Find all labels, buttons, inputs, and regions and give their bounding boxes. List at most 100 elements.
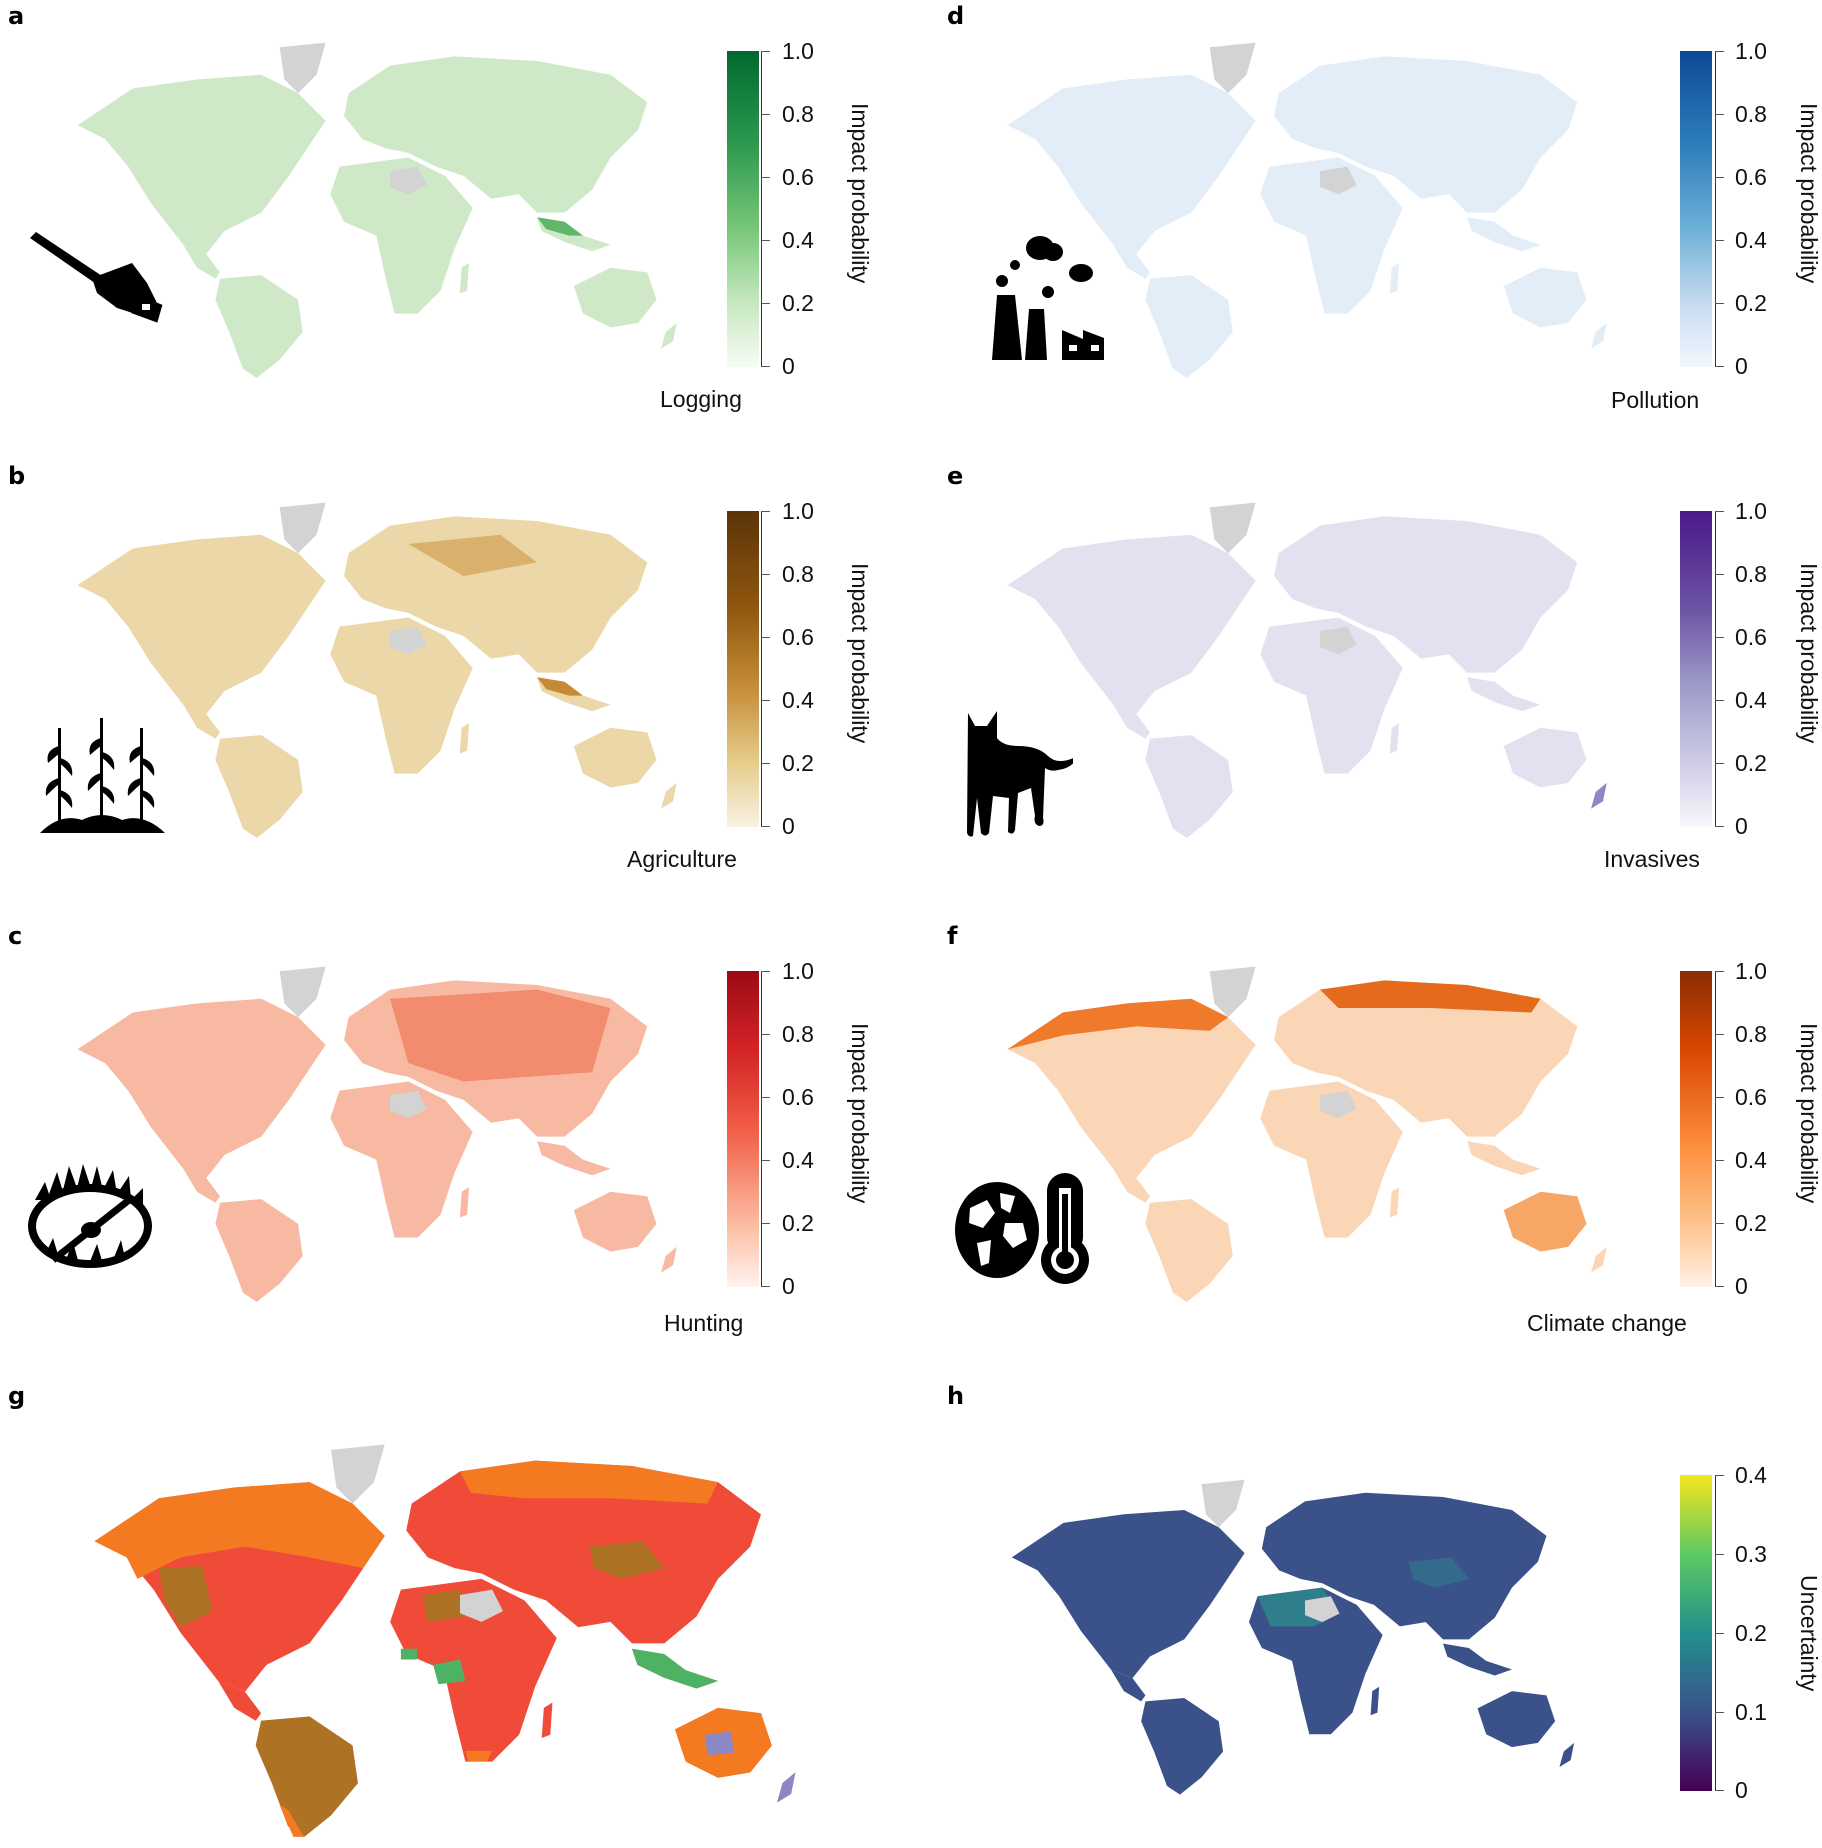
- world-map-agriculture: [20, 498, 760, 838]
- tick-label: 0.4: [782, 227, 814, 253]
- panel-f-climate-change: f 1.0 0.8 0.6 0.4 0.2 0 Impact probabili…: [945, 920, 1822, 1340]
- tick: [1715, 763, 1724, 764]
- panel-letter: g: [8, 1382, 26, 1410]
- tick-label: 0.6: [1735, 624, 1767, 650]
- tick-label: 0.8: [782, 1021, 814, 1047]
- tick: [761, 114, 770, 115]
- tick-label: 1.0: [782, 958, 814, 984]
- colorbar-hunting: [727, 971, 759, 1287]
- tick-label: 0.2: [782, 750, 814, 776]
- tick: [1715, 637, 1724, 638]
- tick: [761, 51, 770, 52]
- tick: [761, 1097, 770, 1098]
- world-map-hunting: [20, 962, 760, 1302]
- colorbar-logging: [727, 51, 759, 367]
- tick: [1715, 1633, 1724, 1634]
- tick-label: 0.2: [1735, 750, 1767, 776]
- threat-label: Climate change: [1527, 1310, 1687, 1336]
- tick-label: 0.6: [782, 164, 814, 190]
- chainsaw-icon: [30, 232, 163, 323]
- tick: [1715, 1097, 1724, 1098]
- colorbar-invasives: [1680, 511, 1712, 827]
- colorbar-axis: [761, 971, 762, 1287]
- tick-label: 1.0: [1735, 958, 1767, 984]
- panel-letter: b: [8, 462, 26, 490]
- panel-g-dominant-threat: g: [0, 1380, 900, 1848]
- colorbar-agriculture: [727, 511, 759, 827]
- tick: [761, 177, 770, 178]
- tick: [1715, 1223, 1724, 1224]
- tick: [761, 303, 770, 304]
- colorbar-uncertainty: [1680, 1475, 1712, 1791]
- tick-label: 0.1: [1735, 1699, 1767, 1725]
- tick-label: 0: [782, 353, 795, 379]
- colorbar-title: Impact probability: [847, 103, 873, 284]
- tick-label: 0.2: [782, 290, 814, 316]
- colorbar-climate-change: [1680, 971, 1712, 1287]
- tick-label: 0.6: [1735, 164, 1767, 190]
- colorbar-axis: [761, 51, 762, 367]
- tick: [761, 366, 770, 367]
- corn-icon: [40, 718, 165, 833]
- tick: [1715, 114, 1724, 115]
- tick: [1715, 366, 1724, 367]
- tick: [1715, 1712, 1724, 1713]
- tick: [761, 826, 770, 827]
- panel-a-logging: a 1.0 0.8 0.6 0.4 0.2 0 Impact probabili…: [0, 0, 900, 420]
- tick-label: 0: [782, 1273, 795, 1299]
- tick: [1715, 1790, 1724, 1791]
- colorbar-title: Impact probability: [847, 1023, 873, 1204]
- globe-thermometer-icon: [955, 1173, 1089, 1284]
- tick-label: 0.2: [1735, 1210, 1767, 1236]
- colorbar-title: Impact probability: [1796, 563, 1822, 744]
- tick: [1715, 1034, 1724, 1035]
- tick-label: 1.0: [1735, 498, 1767, 524]
- tick: [761, 1160, 770, 1161]
- tick: [761, 637, 770, 638]
- tick-label: 0.4: [1735, 1462, 1767, 1488]
- threat-label: Invasives: [1604, 846, 1700, 872]
- world-map-dominant-threat: [94, 1438, 796, 1837]
- tick-label: 0.4: [782, 687, 814, 713]
- tick: [1715, 177, 1724, 178]
- factory-icon: [992, 236, 1104, 360]
- tick: [761, 971, 770, 972]
- tick-label: 1.0: [1735, 38, 1767, 64]
- colorbar-axis: [1715, 971, 1716, 1287]
- threat-label: Logging: [660, 386, 742, 412]
- panel-e-invasives: e 1.0 0.8 0.6 0.4 0.2 0 Impact probabili…: [945, 460, 1822, 880]
- tick-label: 0.3: [1735, 1541, 1767, 1567]
- tick-label: 0.8: [1735, 561, 1767, 587]
- tick: [761, 240, 770, 241]
- tick-label: 0: [1735, 813, 1748, 839]
- tick-label: 0.6: [782, 1084, 814, 1110]
- colorbar-axis: [1715, 511, 1716, 827]
- tick-label: 0: [782, 813, 795, 839]
- cat-icon: [967, 711, 1073, 837]
- panel-letter: a: [8, 2, 25, 30]
- tick-label: 0: [1735, 1777, 1748, 1803]
- tick-label: 0.2: [1735, 290, 1767, 316]
- tick: [1715, 826, 1724, 827]
- tick: [1715, 1475, 1724, 1476]
- colorbar-axis: [761, 511, 762, 827]
- tick-label: 0.6: [782, 624, 814, 650]
- threat-label: Hunting: [664, 1310, 744, 1336]
- tick-label: 0.8: [782, 101, 814, 127]
- panel-letter: f: [947, 922, 958, 950]
- world-map-logging: [20, 38, 760, 378]
- tick: [761, 511, 770, 512]
- panel-letter: c: [8, 922, 23, 950]
- tick: [761, 763, 770, 764]
- tick-label: 0.8: [1735, 101, 1767, 127]
- world-map-climate-change: [1007, 962, 1690, 1302]
- tick-label: 0: [1735, 353, 1748, 379]
- panel-b-agriculture: b 1.0 0.8 0.6 0.4 0.2 0 Impact probabili…: [0, 460, 900, 880]
- tick-label: 0: [1735, 1273, 1748, 1299]
- tick-label: 0.8: [1735, 1021, 1767, 1047]
- tick: [761, 574, 770, 575]
- tick: [1715, 971, 1724, 972]
- tick-label: 0.4: [1735, 227, 1767, 253]
- colorbar-pollution: [1680, 51, 1712, 367]
- tick-label: 0.4: [1735, 687, 1767, 713]
